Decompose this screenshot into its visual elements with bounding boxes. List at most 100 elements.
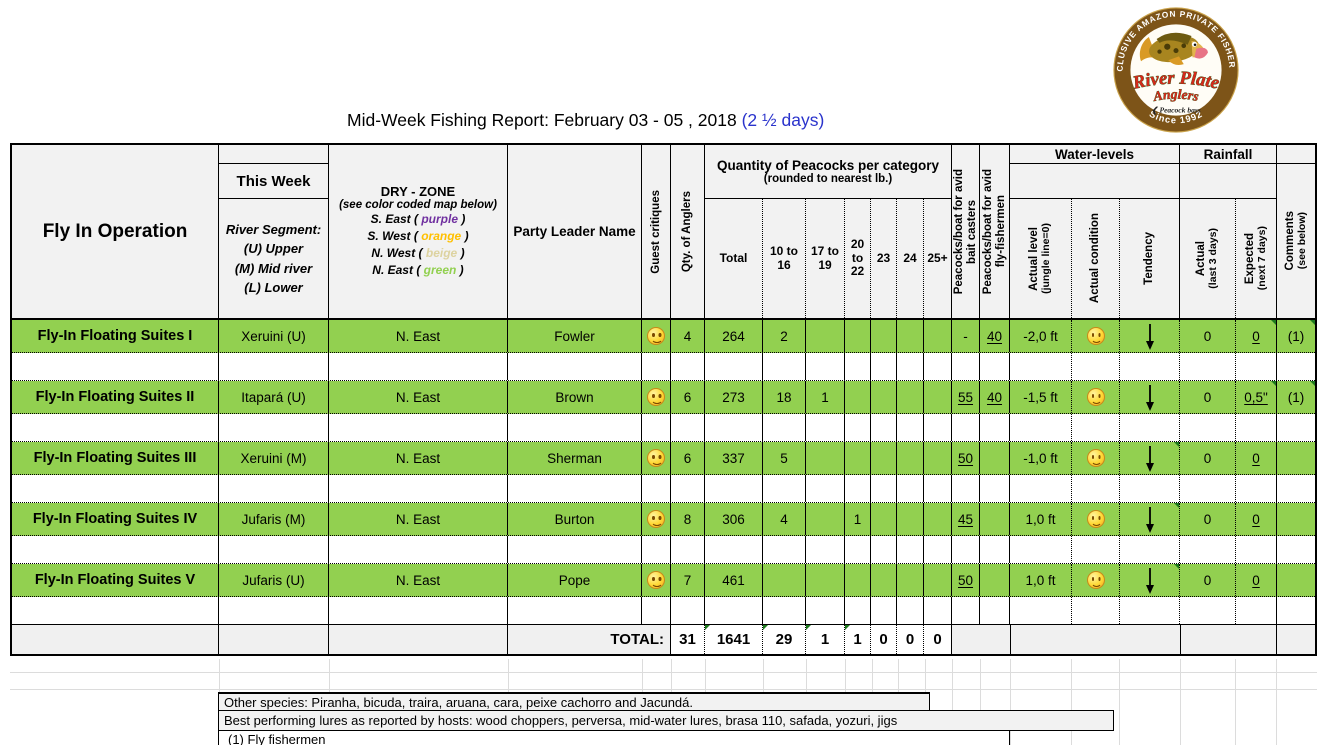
cell-25plus[interactable] bbox=[924, 564, 952, 596]
cell-tendency[interactable] bbox=[1120, 320, 1180, 352]
empty-cell[interactable] bbox=[1277, 414, 1315, 441]
empty-cell[interactable] bbox=[329, 597, 508, 624]
empty-cell[interactable] bbox=[1010, 536, 1072, 563]
cell-24[interactable] bbox=[897, 564, 924, 596]
cell-20-22[interactable]: 1 bbox=[845, 503, 871, 535]
empty-cell[interactable] bbox=[671, 536, 705, 563]
empty-cell[interactable] bbox=[1010, 414, 1072, 441]
cell-peacocks-total[interactable]: 337 bbox=[705, 442, 763, 474]
note-best-lures[interactable]: Best performing lures as reported by hos… bbox=[218, 710, 1114, 731]
empty-cell[interactable] bbox=[806, 597, 845, 624]
empty-cell[interactable] bbox=[329, 353, 508, 380]
cell-tendency[interactable] bbox=[1120, 442, 1180, 474]
empty-cell[interactable] bbox=[219, 475, 329, 502]
empty-cell[interactable] bbox=[1277, 536, 1315, 563]
empty-cell[interactable] bbox=[1236, 414, 1277, 441]
cell-dry-zone[interactable]: N. East bbox=[329, 442, 508, 474]
empty-cell[interactable] bbox=[1236, 536, 1277, 563]
cell-24[interactable] bbox=[897, 503, 924, 535]
empty-cell[interactable] bbox=[897, 353, 924, 380]
cell-guest-critique[interactable] bbox=[642, 442, 671, 474]
empty-cell[interactable] bbox=[871, 353, 897, 380]
empty-cell[interactable] bbox=[508, 475, 642, 502]
cell-23[interactable] bbox=[871, 442, 897, 474]
empty-cell[interactable] bbox=[508, 536, 642, 563]
cell-operation[interactable]: Fly-In Floating Suites II bbox=[12, 381, 219, 413]
cell-actual-condition[interactable] bbox=[1072, 564, 1120, 596]
cell-17-19[interactable] bbox=[806, 564, 845, 596]
cell-10-16[interactable]: 5 bbox=[763, 442, 806, 474]
empty-cell[interactable] bbox=[763, 414, 806, 441]
cell-rain-actual[interactable]: 0 bbox=[1180, 320, 1236, 352]
empty-cell[interactable] bbox=[508, 414, 642, 441]
empty-cell[interactable] bbox=[219, 414, 329, 441]
cell-tendency[interactable] bbox=[1120, 503, 1180, 535]
cell-bait-casters[interactable]: 50 bbox=[952, 442, 980, 474]
cell-operation[interactable]: Fly-In Floating Suites I bbox=[12, 320, 219, 352]
cell-fly-fishermen[interactable] bbox=[980, 503, 1010, 535]
empty-cell[interactable] bbox=[329, 414, 508, 441]
empty-cell[interactable] bbox=[980, 536, 1010, 563]
cell-fly-fishermen[interactable]: 40 bbox=[980, 381, 1010, 413]
cell-rain-actual[interactable]: 0 bbox=[1180, 381, 1236, 413]
cell-dry-zone[interactable]: N. East bbox=[329, 320, 508, 352]
cell-rain-expected[interactable]: 0 bbox=[1236, 564, 1277, 596]
cell-23[interactable] bbox=[871, 320, 897, 352]
cell-comments[interactable] bbox=[1277, 503, 1315, 535]
cell-guest-critique[interactable] bbox=[642, 381, 671, 413]
cell-rain-actual[interactable]: 0 bbox=[1180, 442, 1236, 474]
cell-party-leader[interactable]: Burton bbox=[508, 503, 642, 535]
cell-river-segment[interactable]: Itapará (U) bbox=[219, 381, 329, 413]
cell-rain-expected[interactable]: 0 bbox=[1236, 442, 1277, 474]
total-empty-zone[interactable] bbox=[329, 625, 508, 654]
cell-actual-level[interactable]: -1,0 ft bbox=[1010, 442, 1072, 474]
empty-cell[interactable] bbox=[924, 353, 952, 380]
empty-cell[interactable] bbox=[705, 475, 763, 502]
cell-bait-casters[interactable]: 50 bbox=[952, 564, 980, 596]
empty-cell[interactable] bbox=[763, 353, 806, 380]
empty-cell[interactable] bbox=[763, 597, 806, 624]
cell-rain-expected[interactable]: 0 bbox=[1236, 320, 1277, 352]
cell-guest-critique[interactable] bbox=[642, 320, 671, 352]
total-value-5[interactable]: 0 bbox=[897, 625, 924, 654]
cell-rain-actual[interactable]: 0 bbox=[1180, 503, 1236, 535]
cell-guest-critique[interactable] bbox=[642, 564, 671, 596]
cell-24[interactable] bbox=[897, 320, 924, 352]
empty-cell[interactable] bbox=[1236, 475, 1277, 502]
empty-cell[interactable] bbox=[871, 414, 897, 441]
cell-actual-level[interactable]: -2,0 ft bbox=[1010, 320, 1072, 352]
empty-cell[interactable] bbox=[671, 475, 705, 502]
empty-cell[interactable] bbox=[642, 414, 671, 441]
empty-cell[interactable] bbox=[980, 353, 1010, 380]
empty-cell[interactable] bbox=[1236, 353, 1277, 380]
cell-qty-anglers[interactable]: 6 bbox=[671, 442, 705, 474]
empty-cell[interactable] bbox=[845, 475, 871, 502]
cell-20-22[interactable] bbox=[845, 381, 871, 413]
empty-cell[interactable] bbox=[12, 475, 219, 502]
total-value-4[interactable]: 0 bbox=[871, 625, 897, 654]
empty-cell[interactable] bbox=[1072, 475, 1120, 502]
total-value-6[interactable]: 0 bbox=[924, 625, 952, 654]
empty-cell[interactable] bbox=[871, 597, 897, 624]
empty-cell[interactable] bbox=[671, 353, 705, 380]
cell-10-16[interactable]: 18 bbox=[763, 381, 806, 413]
empty-cell[interactable] bbox=[924, 475, 952, 502]
cell-comments[interactable] bbox=[1277, 442, 1315, 474]
cell-peacocks-total[interactable]: 306 bbox=[705, 503, 763, 535]
cell-20-22[interactable] bbox=[845, 320, 871, 352]
cell-actual-condition[interactable] bbox=[1072, 442, 1120, 474]
empty-cell[interactable] bbox=[924, 536, 952, 563]
empty-cell[interactable] bbox=[1010, 353, 1072, 380]
empty-cell[interactable] bbox=[508, 353, 642, 380]
empty-cell[interactable] bbox=[980, 475, 1010, 502]
total-value-2[interactable]: 1 bbox=[806, 625, 845, 654]
empty-cell[interactable] bbox=[1277, 475, 1315, 502]
cell-peacocks-total[interactable]: 264 bbox=[705, 320, 763, 352]
cell-qty-anglers[interactable]: 7 bbox=[671, 564, 705, 596]
cell-rain-expected[interactable]: 0,5" bbox=[1236, 381, 1277, 413]
cell-river-segment[interactable]: Jufaris (U) bbox=[219, 564, 329, 596]
cell-17-19[interactable] bbox=[806, 320, 845, 352]
total-empty-segment[interactable] bbox=[219, 625, 329, 654]
cell-party-leader[interactable]: Pope bbox=[508, 564, 642, 596]
empty-cell[interactable] bbox=[219, 597, 329, 624]
